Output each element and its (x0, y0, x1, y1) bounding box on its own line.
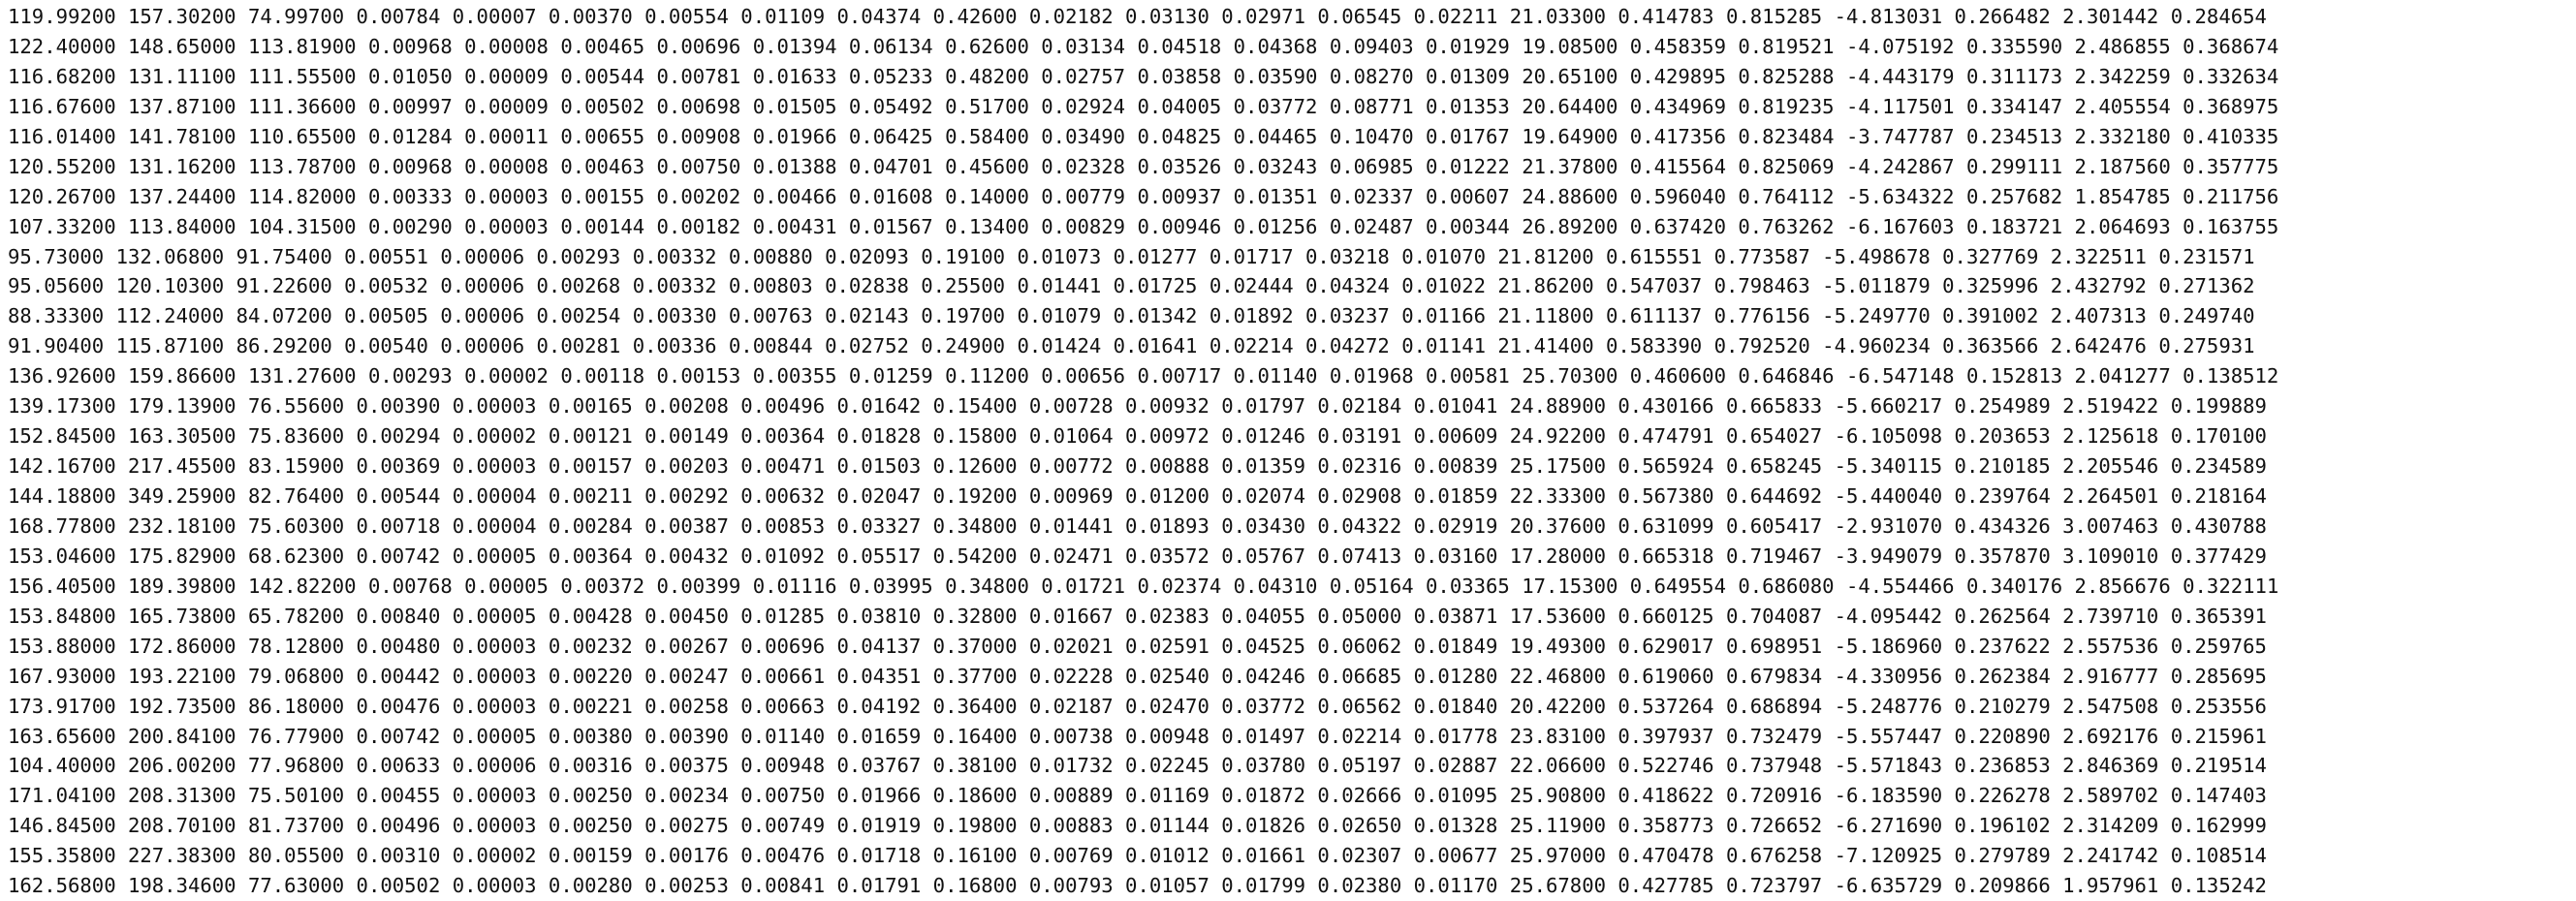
data-row: 88.33300 112.24000 84.07200 0.00505 0.00… (8, 304, 2255, 328)
data-row: 163.65600 200.84100 76.77900 0.00742 0.0… (8, 724, 2267, 748)
data-text-view: 119.99200 157.30200 74.99700 0.00784 0.0… (8, 5, 2279, 898)
data-row: 95.05600 120.10300 91.22600 0.00532 0.00… (8, 274, 2255, 298)
data-row: 144.18800 349.25900 82.76400 0.00544 0.0… (8, 484, 2267, 508)
data-row: 119.99200 157.30200 74.99700 0.00784 0.0… (8, 5, 2267, 28)
data-row: 156.40500 189.39800 142.82200 0.00768 0.… (8, 574, 2279, 598)
data-row: 153.84800 165.73800 65.78200 0.00840 0.0… (8, 604, 2267, 628)
data-row: 120.26700 137.24400 114.82000 0.00333 0.… (8, 184, 2279, 208)
data-row: 116.67600 137.87100 111.36600 0.00997 0.… (8, 94, 2279, 118)
data-row: 107.33200 113.84000 104.31500 0.00290 0.… (8, 214, 2279, 238)
data-row: 122.40000 148.65000 113.81900 0.00968 0.… (8, 34, 2279, 58)
data-row: 153.04600 175.82900 68.62300 0.00742 0.0… (8, 544, 2267, 568)
data-row: 91.90400 115.87100 86.29200 0.00540 0.00… (8, 334, 2255, 358)
data-row: 120.55200 131.16200 113.78700 0.00968 0.… (8, 154, 2279, 178)
data-row: 168.77800 232.18100 75.60300 0.00718 0.0… (8, 513, 2267, 538)
data-row: 95.73000 132.06800 91.75400 0.00551 0.00… (8, 244, 2255, 268)
data-row: 162.56800 198.34600 77.63000 0.00502 0.0… (8, 874, 2267, 898)
data-row: 136.92600 159.86600 131.27600 0.00293 0.… (8, 364, 2279, 388)
data-row: 171.04100 208.31300 75.50100 0.00455 0.0… (8, 784, 2267, 808)
data-row: 152.84500 163.30500 75.83600 0.00294 0.0… (8, 424, 2267, 449)
data-row: 153.88000 172.86000 78.12800 0.00480 0.0… (8, 634, 2267, 658)
data-row: 142.16700 217.45500 83.15900 0.00369 0.0… (8, 454, 2267, 479)
data-row: 146.84500 208.70100 81.73700 0.00496 0.0… (8, 814, 2267, 838)
data-row: 155.35800 227.38300 80.05500 0.00310 0.0… (8, 844, 2267, 868)
data-row: 167.93000 193.22100 79.06800 0.00442 0.0… (8, 664, 2267, 688)
data-row: 116.68200 131.11100 111.55500 0.01050 0.… (8, 64, 2279, 88)
data-row: 173.91700 192.73500 86.18000 0.00476 0.0… (8, 694, 2267, 718)
data-row: 116.01400 141.78100 110.65500 0.01284 0.… (8, 124, 2279, 148)
data-row: 139.17300 179.13900 76.55600 0.00390 0.0… (8, 394, 2267, 419)
data-row: 104.40000 206.00200 77.96800 0.00633 0.0… (8, 754, 2267, 778)
